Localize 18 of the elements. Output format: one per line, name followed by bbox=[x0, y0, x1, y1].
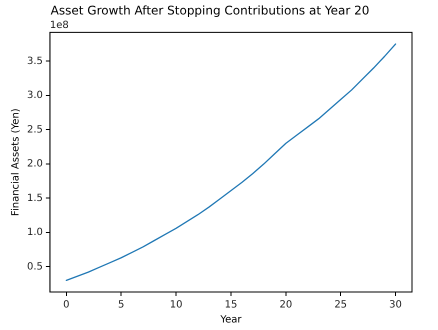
x-tick-label: 0 bbox=[63, 300, 70, 311]
y-tick-label: 1.5 bbox=[26, 192, 43, 204]
y-tick-label: 2.0 bbox=[26, 158, 43, 170]
x-axis-title: Year bbox=[219, 314, 242, 326]
y-tick-label: 2.5 bbox=[26, 124, 43, 136]
x-tick-label: 10 bbox=[170, 300, 182, 311]
x-tick-label: 30 bbox=[389, 300, 402, 311]
y-tick-label: 3.0 bbox=[26, 90, 43, 102]
y-tick-label: 0.5 bbox=[26, 261, 43, 272]
y-tick-label: 3.5 bbox=[26, 56, 43, 67]
chart-title: Asset Growth After Stopping Contributions at Year 20 bbox=[50, 3, 370, 18]
x-tick-label: 15 bbox=[224, 300, 238, 311]
y-axis-title: Financial Assets (Yen) bbox=[10, 108, 22, 216]
x-tick-label: 5 bbox=[118, 300, 124, 311]
x-tick-label: 20 bbox=[279, 300, 292, 311]
x-tick-label: 25 bbox=[334, 300, 348, 311]
y-tick-label: 1.0 bbox=[26, 227, 43, 238]
text: 1e8 bbox=[50, 20, 69, 31]
